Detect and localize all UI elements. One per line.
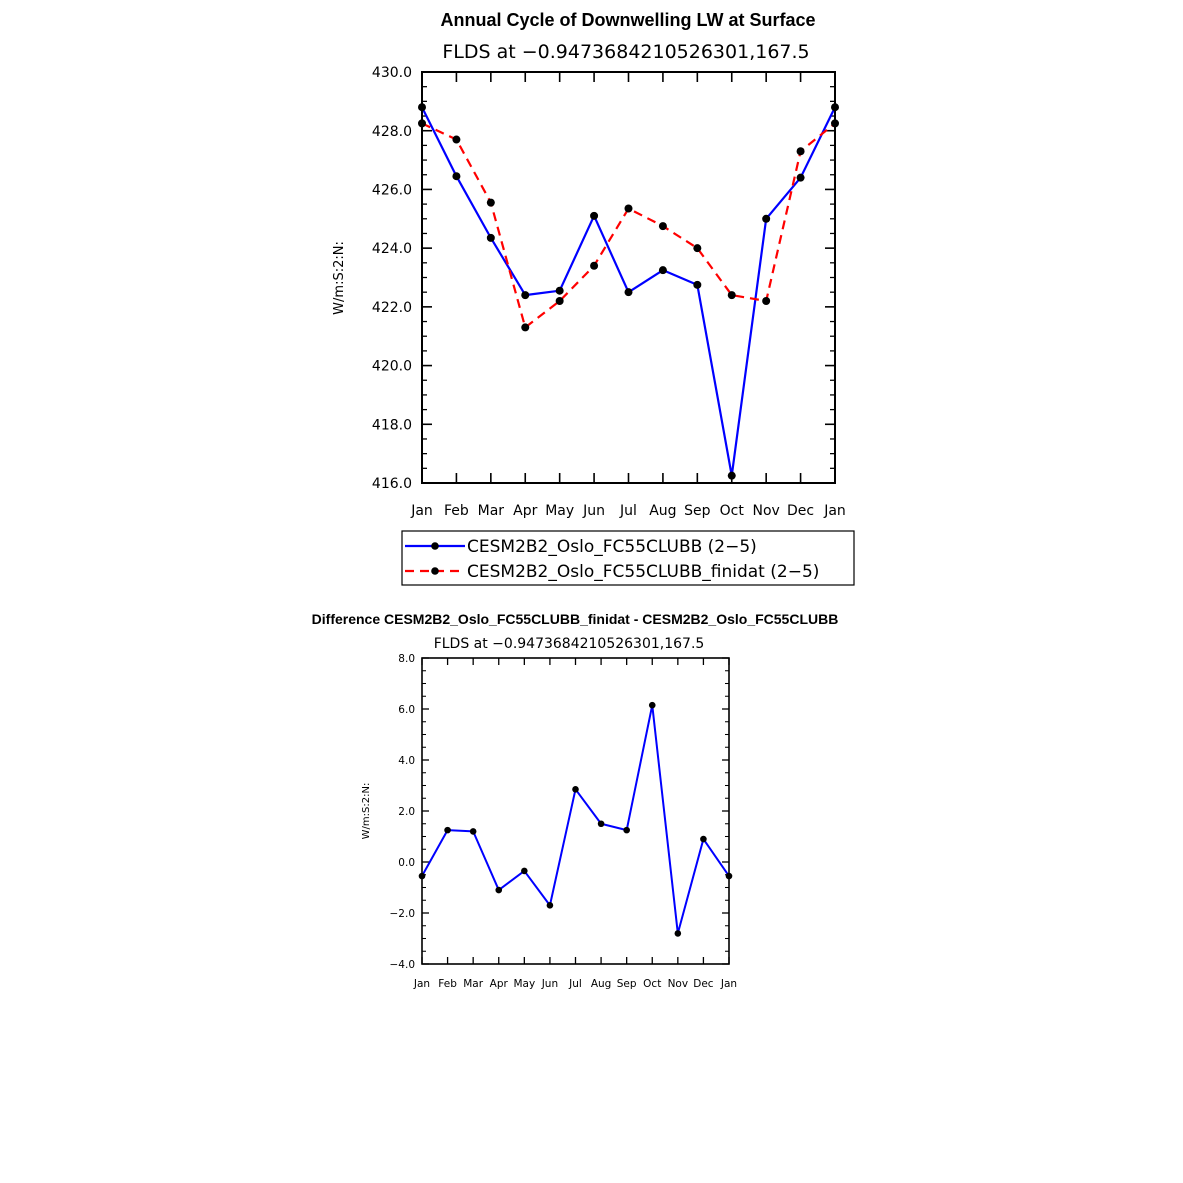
y-tick-label: −2.0	[390, 908, 416, 920]
series-line-0	[421, 704, 730, 935]
series-1-point	[762, 296, 771, 305]
series-0-point	[555, 286, 564, 295]
difference-subtitle: FLDS at −0.9473684210526301,167.5	[434, 636, 705, 652]
series-1-point	[486, 198, 495, 207]
series-0-point	[521, 291, 530, 300]
series-1-point	[555, 296, 564, 305]
series-0-point	[762, 214, 771, 223]
series-1-point	[831, 119, 839, 128]
legend-marker-red	[431, 567, 439, 575]
series-0-point	[495, 886, 503, 894]
y-tick-label: 0.0	[398, 857, 415, 869]
x-tick-label: Dec	[787, 503, 814, 519]
series-0-point	[597, 820, 605, 828]
y-axis-label: W/m:S:2:N:	[332, 241, 347, 315]
series-1-point	[658, 222, 667, 231]
x-tick-label: Oct	[643, 978, 661, 990]
y-tick-label: 6.0	[398, 704, 415, 716]
y-tick-label: 426.0	[372, 182, 412, 198]
y-tick-label: 424.0	[372, 241, 412, 257]
series-1-point	[521, 323, 530, 332]
series-0-point	[623, 826, 630, 834]
x-tick-label: Dec	[693, 978, 714, 990]
x-tick-label: Jun	[541, 978, 558, 990]
x-tick-label: Jan	[720, 978, 737, 990]
series-0-point	[725, 872, 733, 880]
difference-chart: Difference CESM2B2_Oslo_FC55CLUBB_finida…	[312, 611, 839, 990]
annual-cycle-chart: Annual Cycle of Downwelling LW at Surfac…	[332, 10, 855, 586]
x-tick-label: Nov	[753, 503, 780, 519]
x-tick-label: Jan	[823, 503, 846, 519]
x-tick-label: Jun	[582, 503, 605, 519]
series-0-point	[418, 872, 426, 880]
x-tick-label: May	[545, 503, 574, 519]
x-tick-label: Jan	[413, 978, 430, 990]
y-tick-label: 8.0	[398, 653, 415, 665]
series-1-point	[590, 261, 599, 270]
chart-title: Annual Cycle of Downwelling LW at Surfac…	[440, 10, 815, 30]
series-0-point	[624, 288, 633, 297]
series-0-point	[546, 902, 554, 909]
y-tick-label: 4.0	[398, 755, 415, 767]
series-1-point	[693, 244, 702, 253]
x-tick-label: May	[513, 978, 535, 990]
y-tick-label: 428.0	[372, 124, 412, 140]
series-1-point	[727, 291, 736, 300]
legend: CESM2B2_Oslo_FC55CLUBB (2−5) CESM2B2_Osl…	[401, 530, 855, 586]
series-0-point	[658, 266, 667, 275]
y-tick-label: 422.0	[372, 300, 412, 316]
x-tick-label: Aug	[649, 503, 676, 519]
series-0-point	[727, 471, 736, 480]
legend-entry-red: CESM2B2_Oslo_FC55CLUBB_finidat (2−5)	[467, 562, 819, 582]
series-0-point	[693, 280, 702, 289]
series-0-point	[674, 930, 682, 937]
series-0-point	[590, 211, 599, 220]
series-0-point	[700, 835, 707, 843]
x-tick-label: Feb	[438, 978, 457, 990]
series-1-point	[418, 119, 426, 128]
series-0-point	[796, 173, 805, 182]
difference-y-axis-label: W/m:S:2:N:	[361, 783, 372, 840]
x-tick-label: Nov	[668, 978, 689, 990]
x-tick-label: Sep	[684, 503, 711, 519]
series-1-point	[624, 204, 633, 213]
series-1-point	[796, 147, 805, 156]
plot-frame	[421, 71, 836, 484]
series-0-point	[572, 786, 579, 793]
chart-subtitle: FLDS at −0.9473684210526301,167.5	[442, 41, 809, 63]
series-1-point	[452, 135, 461, 144]
x-tick-label: Jul	[568, 978, 582, 990]
x-tick-label: Jul	[619, 503, 637, 519]
x-tick-label: Oct	[720, 503, 745, 519]
series-0-point	[831, 103, 839, 112]
x-tick-label: Sep	[617, 978, 637, 990]
legend-entry-blue: CESM2B2_Oslo_FC55CLUBB (2−5)	[467, 537, 757, 557]
x-tick-label: Feb	[444, 503, 469, 519]
legend-box	[401, 530, 855, 586]
y-tick-label: 420.0	[372, 359, 412, 375]
legend-marker-blue	[431, 542, 439, 550]
x-tick-label: Mar	[463, 978, 483, 990]
y-tick-label: 416.0	[372, 476, 412, 492]
x-tick-label: Mar	[478, 503, 505, 519]
series-0-point	[444, 826, 451, 834]
series-0-point	[648, 701, 656, 709]
series-0-point	[486, 233, 495, 242]
y-tick-label: 430.0	[372, 65, 412, 81]
x-tick-label: Jan	[410, 503, 433, 519]
x-tick-label: Apr	[490, 978, 509, 990]
y-tick-label: 2.0	[398, 806, 415, 818]
y-tick-label: 418.0	[372, 417, 412, 433]
series-0-point	[452, 172, 461, 181]
series-0-point	[418, 103, 426, 112]
series-0-point	[469, 828, 477, 835]
y-tick-label: −4.0	[390, 959, 416, 971]
x-tick-label: Aug	[591, 978, 612, 990]
series-0-point	[521, 867, 528, 875]
difference-title: Difference CESM2B2_Oslo_FC55CLUBB_finida…	[312, 611, 839, 627]
x-tick-label: Apr	[513, 503, 537, 519]
